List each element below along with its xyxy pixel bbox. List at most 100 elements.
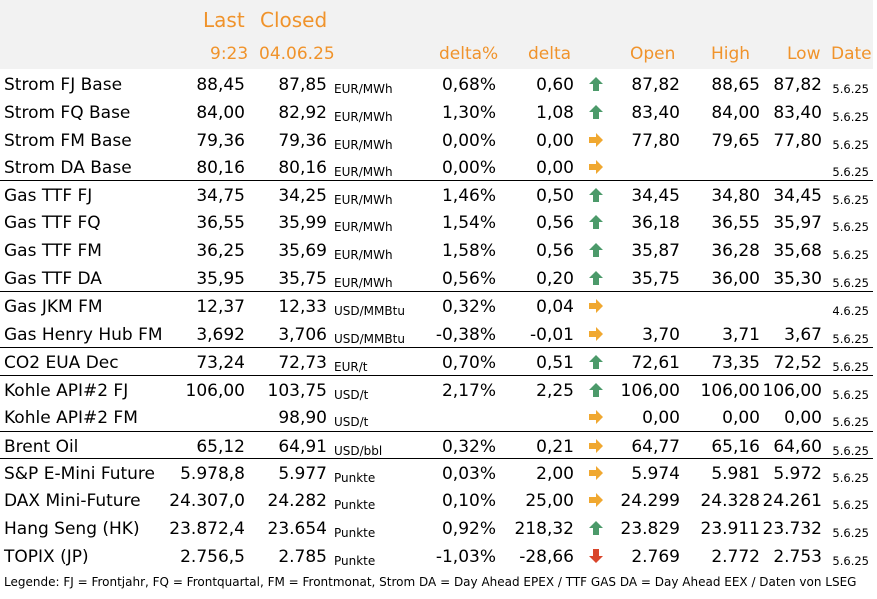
cell-low: 2.753 <box>773 547 822 567</box>
cell-low: 106,00 <box>762 381 822 401</box>
header-last-time: 9:23 <box>210 44 249 64</box>
cell-delta: 0,56 <box>536 241 574 261</box>
cell-name: Strom FM Base <box>4 131 132 151</box>
arrow-right-icon <box>588 298 604 314</box>
cell-last: 5.978,8 <box>180 464 245 484</box>
cell-dpct: 0,56% <box>441 269 496 289</box>
table-row: Strom FJ Base 88,45 87,85 EUR/MWh 0,68% 0,60 8… <box>0 70 873 98</box>
cell-closed: 12,33 <box>278 297 327 317</box>
cell-open: 35,75 <box>631 269 680 289</box>
table-row: Gas JKM FM 12,37 12,33 USD/MMBtu 0,32% 0,04 4.… <box>0 291 873 320</box>
arrow-right-icon <box>588 132 604 148</box>
header-delta-pct: delta% <box>439 44 499 64</box>
cell-dpct: 0,70% <box>441 353 496 373</box>
cell-dpct: 0,03% <box>441 464 496 484</box>
cell-low: 5.972 <box>773 464 822 484</box>
cell-closed: 35,69 <box>278 241 327 261</box>
cell-dpct: 0,32% <box>441 437 496 457</box>
arrow-up-icon <box>588 76 604 92</box>
header-closed-date: 04.06.25 <box>259 44 335 64</box>
cell-delta: -0,01 <box>530 325 574 345</box>
cell-date: 5.6.25 <box>832 248 869 262</box>
cell-low: 3,67 <box>784 325 822 345</box>
cell-delta: 25,00 <box>525 491 574 511</box>
cell-unit: USD/MMBtu <box>334 304 405 318</box>
cell-dpct: 2,17% <box>441 381 496 401</box>
table-row: Strom FQ Base 84,00 82,92 EUR/MWh 1,30% 1,08 8… <box>0 98 873 126</box>
cell-name: CO2 EUA Dec <box>4 353 119 373</box>
cell-low: 35,97 <box>773 213 822 233</box>
table-row: DAX Mini-Future 24.307,0 24.282 Punkte 0,10%… <box>0 486 873 514</box>
cell-unit: EUR/MWh <box>334 110 393 124</box>
table-row: Gas TTF FM 36,25 35,69 EUR/MWh 1,58% 0,56 35,8… <box>0 236 873 264</box>
cell-open: 64,77 <box>631 437 680 457</box>
cell-date: 5.6.25 <box>832 110 869 124</box>
cell-date: 5.6.25 <box>832 220 869 234</box>
table-row: TOPIX (JP) 2.756,5 2.785 Punkte -1,03% -28,66… <box>0 542 873 570</box>
arrow-up-icon <box>588 214 604 230</box>
table-row: Kohle API#2 FM 98,90 USD/t 0,00 0,00 0,00 5.6.… <box>0 403 873 431</box>
table-row: Gas TTF FQ 36,55 35,99 EUR/MWh 1,54% 0,56 36,1… <box>0 208 873 236</box>
cell-unit: EUR/MWh <box>334 276 393 290</box>
cell-unit: EUR/MWh <box>334 193 393 207</box>
cell-low: 35,30 <box>773 269 822 289</box>
cell-delta: 0,20 <box>536 269 574 289</box>
cell-open: 35,87 <box>631 241 680 261</box>
arrow-right-icon <box>588 409 604 425</box>
legend-text: Legende: FJ = Frontjahr, FQ = Frontquart… <box>4 575 857 589</box>
cell-delta: 0,04 <box>536 297 574 317</box>
cell-closed: 82,92 <box>278 103 327 123</box>
arrow-up-icon <box>588 104 604 120</box>
arrow-right-icon <box>588 159 604 175</box>
cell-dpct: 1,54% <box>441 213 496 233</box>
table-row: Gas TTF DA 35,95 35,75 EUR/MWh 0,56% 0,20 35,7… <box>0 264 873 292</box>
cell-delta: 0,60 <box>536 75 574 95</box>
cell-last: 79,36 <box>196 131 245 151</box>
cell-name: Gas TTF FM <box>4 241 102 261</box>
header-low: Low <box>787 44 821 64</box>
cell-delta: 0,00 <box>536 158 574 178</box>
cell-name: Kohle API#2 FJ <box>4 381 129 401</box>
cell-open: 77,80 <box>631 131 680 151</box>
cell-closed: 34,25 <box>278 186 327 206</box>
cell-delta: -28,66 <box>519 547 574 567</box>
cell-delta: 0,00 <box>536 131 574 151</box>
cell-dpct: -0,38% <box>435 325 496 345</box>
cell-closed: 79,36 <box>278 131 327 151</box>
cell-last: 34,75 <box>196 186 245 206</box>
arrow-up-icon <box>588 242 604 258</box>
cell-last: 36,25 <box>196 241 245 261</box>
cell-name: Gas TTF DA <box>4 269 102 289</box>
cell-delta: 0,21 <box>536 437 574 457</box>
cell-high: 84,00 <box>711 103 760 123</box>
cell-last: 65,12 <box>196 437 245 457</box>
cell-unit: EUR/MWh <box>334 165 393 179</box>
header-high: High <box>711 44 751 64</box>
cell-high: 23.911 <box>700 519 760 539</box>
cell-unit: EUR/MWh <box>334 138 393 152</box>
table-row: Strom FM Base 79,36 79,36 EUR/MWh 0,00% 0,00 7… <box>0 126 873 154</box>
cell-unit: EUR/t <box>334 360 368 374</box>
cell-low: 64,60 <box>773 437 822 457</box>
cell-high: 106,00 <box>700 381 760 401</box>
cell-closed: 3,706 <box>278 325 327 345</box>
cell-high: 5.981 <box>711 464 760 484</box>
cell-high: 0,00 <box>722 408 760 428</box>
cell-name: Strom DA Base <box>4 158 132 178</box>
cell-low: 72,52 <box>773 353 822 373</box>
cell-name: Strom FJ Base <box>4 75 123 95</box>
cell-open: 34,45 <box>631 186 680 206</box>
cell-date: 5.6.25 <box>832 360 869 374</box>
arrow-up-icon <box>588 187 604 203</box>
cell-name: S&P E-Mini Future <box>4 464 156 484</box>
cell-open: 5.974 <box>631 464 680 484</box>
header-open: Open <box>630 44 676 64</box>
cell-low: 87,82 <box>773 75 822 95</box>
cell-date: 4.6.25 <box>832 304 869 318</box>
table-row: S&P E-Mini Future 5.978,8 5.977 Punkte 0,03%… <box>0 458 873 487</box>
arrow-down-icon <box>588 548 604 564</box>
cell-date: 5.6.25 <box>832 138 869 152</box>
cell-date: 5.6.25 <box>832 388 869 402</box>
cell-closed: 98,90 <box>278 408 327 428</box>
header-last: Last <box>203 8 245 32</box>
